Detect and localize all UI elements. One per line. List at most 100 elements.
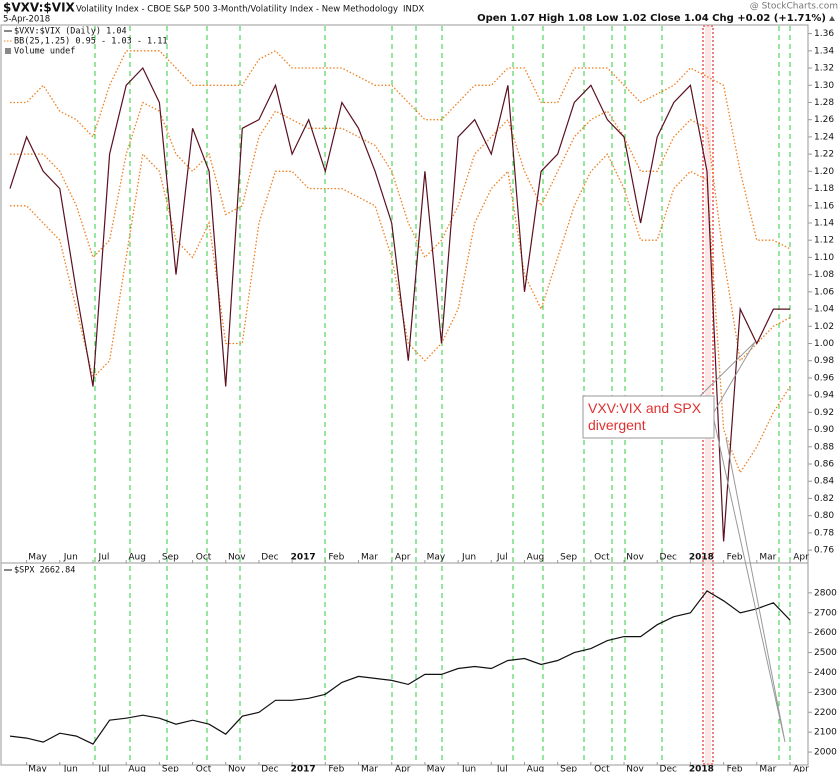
top-frame (0, 24, 809, 564)
x-tick-label: 2017 (291, 765, 316, 772)
y-tick-label: 2000 (814, 748, 837, 758)
y-tick-label: 2400 (814, 668, 837, 678)
up-arrow (829, 16, 835, 21)
annotation-pointers (699, 341, 786, 743)
y-tick-label: 1.16 (814, 201, 834, 211)
x-tick-label: Oct (196, 765, 212, 772)
x-tick-label: Nov (228, 553, 246, 563)
x-tick-label: Aug (128, 765, 146, 772)
x-tick-label: Dec (660, 765, 677, 772)
x-tick-label: Apr (793, 553, 809, 563)
y-tick-label: 0.76 (814, 546, 834, 556)
x-tick-label: Mar (361, 765, 378, 772)
y-tick-label: 1.02 (814, 322, 834, 332)
x-tick-label: Jul (98, 765, 110, 772)
event-band-fill (705, 26, 711, 764)
legend-label: BB(25,1.25) 0.95 - 1.03 - 1.11 (14, 37, 168, 47)
y-tick-label: 1.32 (814, 64, 834, 74)
x-tick-label: Sep (560, 765, 577, 772)
y-tick-label: 0.94 (814, 391, 834, 401)
x-tick-label: Aug (527, 765, 545, 772)
y-tick-label: 1.00 (814, 339, 834, 349)
y-tick-label: 0.92 (814, 408, 834, 418)
legend-label: $VXV:$VIX (Daily) 1.04 (14, 27, 127, 37)
y-tick-label: 0.86 (814, 460, 834, 470)
y-tick-label: 1.34 (814, 46, 834, 56)
y-tick-label: 1.06 (814, 287, 834, 297)
x-tick-label: Feb (328, 553, 344, 563)
y-tick-label: 0.98 (814, 356, 834, 366)
y-tick-label: 2800 (814, 588, 837, 598)
y-tick-label: 0.90 (814, 425, 834, 435)
x-tick-label: Sep (162, 765, 179, 772)
y-tick-label: 1.24 (814, 132, 834, 142)
y-tick-label: 2100 (814, 728, 837, 738)
y-tick-label: 0.88 (814, 442, 834, 452)
y-tick-label: 0.84 (814, 477, 834, 487)
bollinger-lower (10, 152, 791, 475)
y-tick-label: 1.08 (814, 270, 834, 280)
x-tick-label: Mar (759, 765, 776, 772)
x-tick-label: Nov (228, 765, 246, 772)
y-tick-label: 1.26 (814, 115, 834, 125)
x-tick-label: Jul (98, 553, 110, 563)
y-tick-label: 2600 (814, 628, 837, 638)
x-tick-label: 2018 (689, 553, 714, 563)
y-tick-label: 0.96 (814, 373, 834, 383)
x-tick-label: Nov (626, 765, 644, 772)
x-tick-label: Nov (626, 553, 644, 563)
y-tick-label: 1.28 (814, 98, 834, 108)
x-tick-label: Feb (727, 553, 743, 563)
y-tick-label: 0.80 (814, 511, 834, 521)
exchange: INDX (403, 5, 424, 15)
y-tick-label: 0.82 (814, 494, 834, 504)
quote: Open 1.07 High 1.08 Low 1.02 Close 1.04 … (477, 13, 826, 24)
x-tick-label: May (28, 765, 47, 772)
x-tick-label: Jun (461, 765, 476, 772)
x-tick-label: 2018 (689, 765, 714, 772)
x-tick-label: Aug (527, 553, 545, 563)
x-tick-label: Sep (560, 553, 577, 563)
x-tick-label: Oct (594, 765, 610, 772)
x-tick-label: Oct (594, 553, 610, 563)
watermark: @ StockCharts.com (750, 2, 838, 12)
y-tick-label: 1.22 (814, 150, 834, 160)
x-tick-label: Apr (395, 765, 411, 772)
cycle-lines (94, 26, 791, 764)
y-tick-label: 2500 (814, 648, 837, 658)
x-tick-label: Jun (63, 765, 78, 772)
annotation-box (582, 395, 715, 439)
price-line (9, 66, 790, 542)
x-tick-label: Dec (261, 765, 278, 772)
price-line (9, 590, 791, 745)
x-tick-label: Oct (196, 553, 212, 563)
x-tick-label: Jul (496, 765, 508, 772)
y-tick-label: 1.10 (814, 253, 834, 263)
y-tick-label: 1.36 (814, 29, 834, 39)
y-tick-label: 1.14 (814, 218, 834, 228)
y-tick-label: 1.12 (814, 236, 834, 246)
x-tick-label: Feb (328, 765, 344, 772)
y-tick-label: 1.20 (814, 167, 834, 177)
x-tick-label: Apr (395, 553, 411, 563)
x-tick-label: May (427, 553, 446, 563)
x-tick-label: May (28, 553, 47, 563)
date: 5-Apr-2018 (3, 15, 50, 25)
annotation: VXV:VIX and SPX divergent (588, 400, 702, 433)
x-tick-label: Dec (660, 553, 677, 563)
y-tick-label: 1.04 (814, 305, 834, 315)
bollinger-upper (10, 49, 791, 250)
y-tick-label: 0.78 (814, 528, 834, 538)
y-tick-label: 1.30 (814, 81, 834, 91)
x-tick-label: Jul (496, 553, 508, 563)
x-tick-label: Jun (63, 553, 78, 563)
legend-label: $SPX 2662.84 (14, 566, 75, 576)
y-tick-label: 2700 (814, 608, 837, 618)
x-tick-label: Mar (361, 553, 378, 563)
symbol: $VXV:$VIX (3, 1, 76, 15)
x-tick-label: Mar (759, 553, 776, 563)
legend-label: Volume undef (14, 47, 75, 57)
x-tick-label: 2017 (291, 553, 316, 563)
x-tick-label: Jun (461, 553, 476, 563)
